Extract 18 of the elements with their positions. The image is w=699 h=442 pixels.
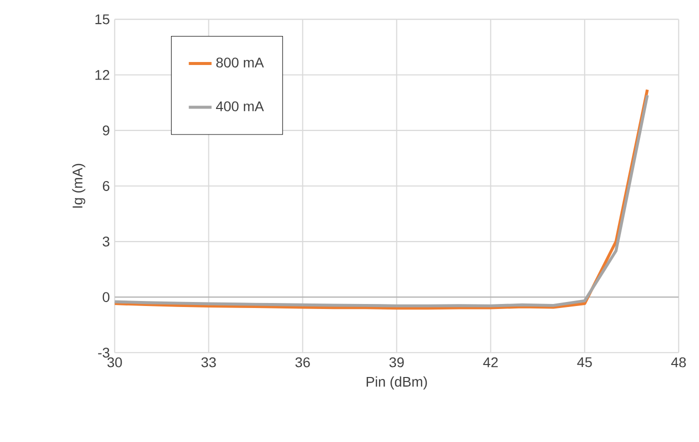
x-tick-label: 48 — [671, 357, 686, 368]
y-tick-label: 12 — [95, 70, 110, 80]
x-axis-title: Pin (dBm) — [366, 376, 427, 390]
y-tick-label: 3 — [102, 236, 110, 247]
y-axis-title: Ig (mA) — [72, 164, 86, 208]
legend-label: 400 mA — [216, 101, 264, 112]
x-tick-label: 45 — [577, 357, 592, 368]
y-tick-label: 15 — [95, 14, 110, 24]
y-tick-label: -3 — [98, 348, 110, 358]
x-tick-label: 30 — [107, 357, 122, 368]
x-tick-label: 33 — [201, 357, 216, 368]
x-tick-label: 36 — [295, 357, 310, 368]
y-tick-label: 9 — [102, 125, 110, 136]
x-tick-label: 39 — [389, 357, 404, 368]
y-tick-label: 0 — [102, 292, 110, 302]
legend-label: 800 mA — [216, 58, 264, 68]
y-tick-label: 6 — [102, 181, 110, 191]
x-tick-label: 42 — [483, 357, 498, 368]
